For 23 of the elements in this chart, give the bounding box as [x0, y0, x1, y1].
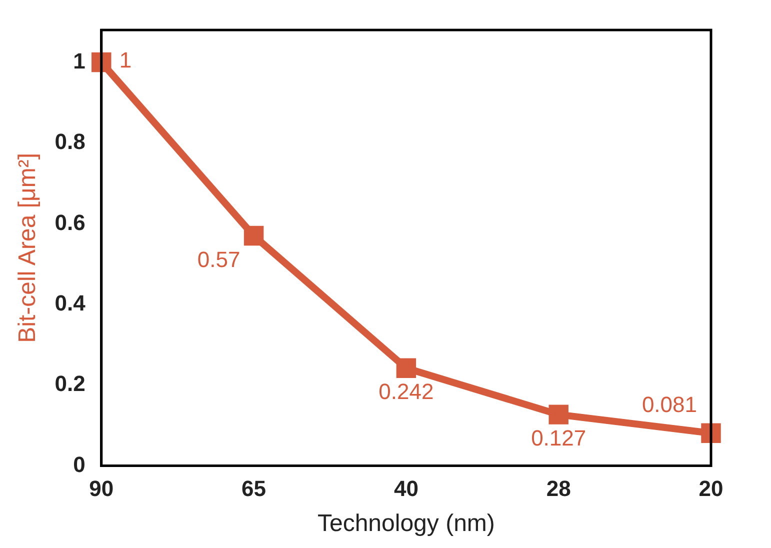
y-tick-label: 1 — [73, 48, 86, 74]
y-tick-label: 0 — [73, 452, 86, 477]
point — [701, 423, 721, 443]
y-tick-label: 0.2 — [54, 371, 86, 396]
y-axis-title: Bit-cell Area [μm²] — [14, 152, 42, 343]
point — [244, 226, 264, 246]
y-tick-label: 0.8 — [54, 129, 86, 154]
point — [92, 52, 112, 72]
point — [548, 404, 568, 424]
data-label: 1 — [119, 47, 132, 72]
x-tick-label: 65 — [242, 476, 266, 502]
data-label: 0.127 — [531, 426, 586, 451]
data-label: 0.57 — [197, 246, 240, 272]
x-tick-label: 28 — [546, 476, 571, 502]
data-label: 0.081 — [642, 392, 697, 418]
x-axis-title: Technology (nm) — [317, 510, 495, 538]
x-tick-label: 40 — [394, 476, 418, 502]
data-label: 0.242 — [378, 379, 434, 404]
point — [396, 358, 416, 378]
y-tick-label: 0.4 — [54, 290, 86, 316]
y-tick-label: 0.6 — [54, 210, 86, 235]
x-tick-label: 20 — [698, 476, 724, 502]
x-tick-label: 90 — [89, 476, 114, 502]
